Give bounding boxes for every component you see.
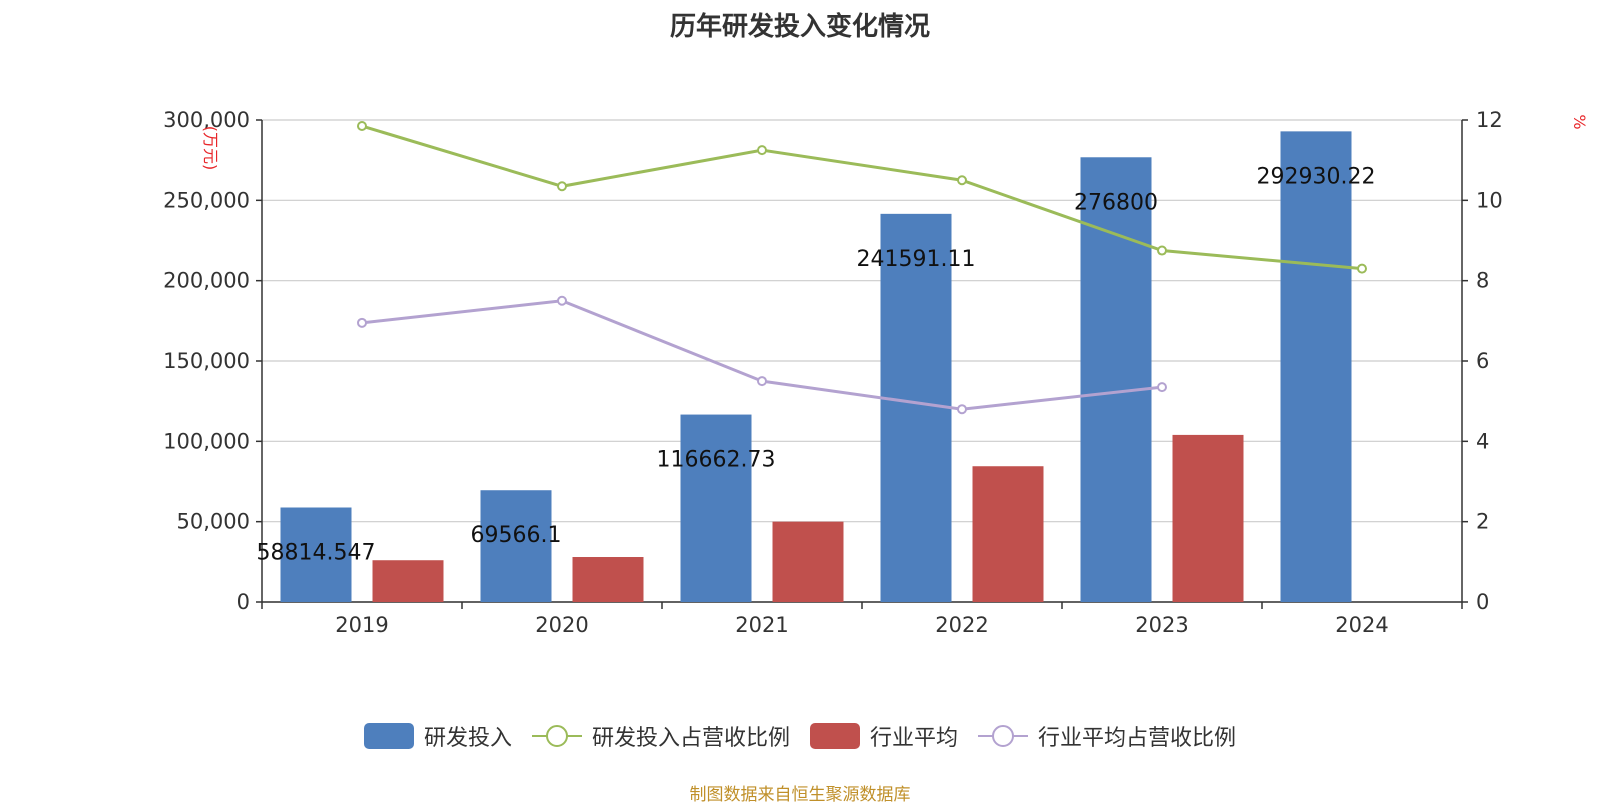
bar-行业平均 (1172, 434, 1244, 602)
x-tick-label: 2024 (1335, 613, 1388, 637)
y-right-unit-label: % (1570, 114, 1589, 129)
bar-data-label: 276800 (1074, 190, 1158, 215)
line-行业平均占营收比例 (361, 299, 1163, 411)
y-left-tick-label: 200,000 (163, 269, 250, 293)
bar-data-label: 58814.547 (257, 541, 376, 566)
y-right-tick-label: 12 (1476, 108, 1503, 132)
legend-label: 研发投入 (423, 726, 512, 751)
y-right-tick-label: 10 (1476, 188, 1503, 212)
y-right-tick-label: 0 (1476, 590, 1489, 614)
point-研发投入占营收比例 (557, 181, 567, 192)
point-研发投入占营收比例 (757, 145, 767, 156)
x-tick-label: 2019 (335, 613, 388, 637)
legend-label: 行业平均 (870, 726, 959, 751)
x-tick-label: 2023 (1135, 613, 1188, 637)
legend-line-swatch-purple (978, 725, 1029, 747)
bar-研发投入 (480, 490, 552, 602)
bar-行业平均 (372, 560, 444, 602)
point-研发投入占营收比例 (1357, 263, 1367, 274)
line-研发投入占营收比例 (361, 124, 1363, 271)
bar-行业平均 (972, 466, 1044, 602)
y-right-tick-label: 6 (1476, 349, 1489, 373)
data-source-note: 制图数据来自恒生聚源数据库 (689, 785, 911, 805)
x-tick-label: 2021 (735, 613, 788, 637)
legend: 研发投入 研发投入占营收比例 行业平均 行业平均占营收比例 (0, 720, 1600, 752)
point-研发投入占营收比例 (1157, 245, 1167, 256)
bar-行业平均 (572, 557, 644, 602)
bar-研发投入 (280, 507, 352, 602)
bar-行业平均 (772, 521, 844, 602)
legend-label: 行业平均占营收比例 (1038, 726, 1237, 751)
point-行业平均占营收比例 (357, 317, 367, 328)
legend-item-industry-ratio[interactable]: 行业平均占营收比例 (978, 720, 1236, 752)
bar-data-label: 241591.11 (857, 247, 976, 272)
bar-研发投入 (1080, 157, 1152, 603)
legend-line-swatch-green (531, 725, 582, 747)
legend-item-rd-investment[interactable]: 研发投入 (363, 720, 512, 752)
bar-研发投入 (680, 414, 752, 602)
bar-data-label: 116662.73 (657, 448, 776, 473)
point-研发投入占营收比例 (357, 121, 367, 132)
point-行业平均占营收比例 (1157, 382, 1167, 393)
y-left-tick-label: 250,000 (163, 188, 250, 212)
point-行业平均占营收比例 (957, 404, 967, 415)
y-left-tick-label: 150,000 (163, 349, 250, 373)
legend-bar-swatch-blue (363, 723, 414, 749)
point-行业平均占营收比例 (557, 295, 567, 306)
legend-item-industry-average[interactable]: 行业平均 (810, 720, 958, 752)
y-right-tick-label: 8 (1476, 269, 1489, 293)
y-right-tick-label: 4 (1476, 429, 1489, 453)
y-right-tick-label: 2 (1476, 510, 1489, 534)
y-left-unit-label: (万元) (201, 126, 220, 171)
legend-bar-swatch-red (810, 723, 860, 749)
bar-研发投入 (880, 213, 952, 602)
legend-item-rd-ratio[interactable]: 研发投入占营收比例 (531, 720, 790, 752)
chart-title: 历年研发投入变化情况 (669, 12, 930, 42)
bar-data-label: 69566.1 (471, 523, 562, 548)
y-left-tick-label: 100,000 (163, 429, 250, 453)
y-left-tick-label: 300,000 (163, 108, 250, 132)
legend-label: 研发投入占营收比例 (591, 726, 790, 751)
x-tick-label: 2022 (935, 613, 988, 637)
bar-data-label: 292930.22 (1257, 164, 1376, 189)
point-行业平均占营收比例 (757, 376, 767, 387)
bar-研发投入 (1280, 131, 1352, 603)
x-tick-label: 2020 (535, 613, 588, 637)
y-left-tick-label: 50,000 (177, 510, 250, 534)
y-left-tick-label: 0 (237, 590, 250, 614)
point-研发投入占营收比例 (957, 175, 967, 186)
